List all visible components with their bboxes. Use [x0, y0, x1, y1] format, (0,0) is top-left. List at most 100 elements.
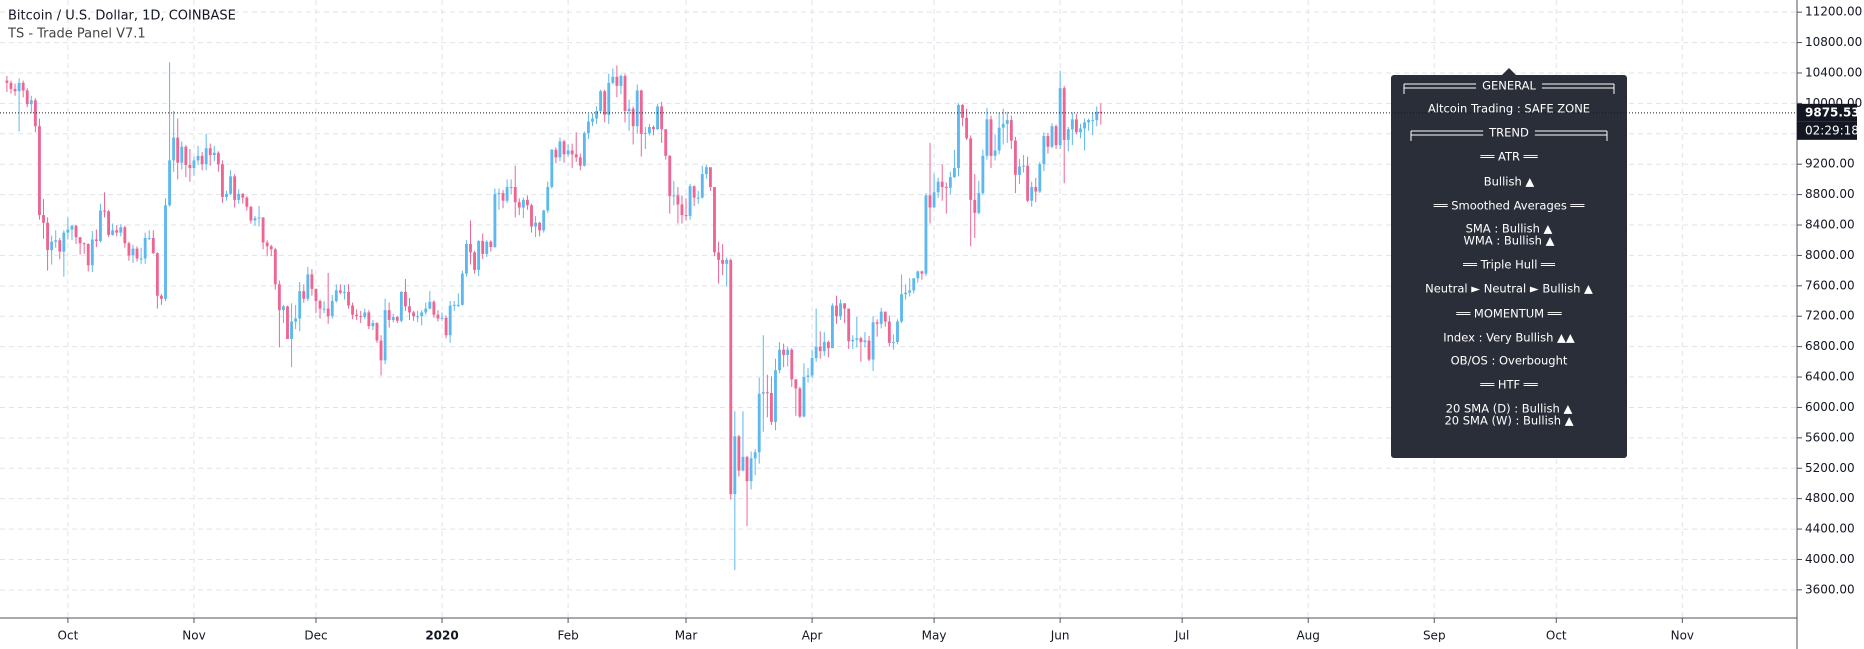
- candle-body: [948, 177, 952, 188]
- candle-body: [371, 323, 375, 327]
- candle-body: [542, 210, 546, 231]
- candle-body: [395, 316, 399, 321]
- candle-body: [460, 273, 464, 305]
- candle-body: [180, 146, 184, 163]
- candle-body: [436, 314, 440, 319]
- candle-body: [562, 141, 566, 155]
- candle-body: [188, 164, 192, 168]
- x-tick-label: Oct: [58, 629, 79, 643]
- candle-body: [530, 205, 533, 227]
- candle-body: [314, 288, 318, 302]
- candle-body: [383, 310, 387, 361]
- candle-body: [1066, 129, 1070, 140]
- candle-body: [66, 229, 70, 233]
- candle-body: [859, 338, 863, 343]
- y-tick-label: 10800.00: [1805, 35, 1862, 49]
- candle-body: [676, 195, 680, 205]
- candle-body: [322, 308, 326, 310]
- candle-body: [505, 186, 509, 201]
- candle-body: [343, 291, 346, 293]
- candle-body: [855, 338, 859, 340]
- candle-body: [830, 305, 834, 349]
- y-tick-label: 8000.00: [1805, 248, 1855, 262]
- candle-body: [526, 199, 529, 206]
- candle-body: [62, 232, 66, 252]
- candle-body: [444, 317, 448, 336]
- candle-body: [440, 317, 444, 319]
- candle-body: [985, 119, 989, 156]
- candle-body: [225, 193, 228, 197]
- candle-body: [619, 76, 623, 86]
- y-tick-label: 4400.00: [1805, 522, 1855, 536]
- candle-body: [78, 237, 82, 244]
- y-tick-label: 6400.00: [1805, 370, 1855, 384]
- candle-body: [737, 436, 741, 471]
- candle-body: [338, 290, 342, 293]
- candle-body: [896, 321, 899, 343]
- candle-body: [1042, 136, 1046, 165]
- candle-body: [928, 195, 932, 208]
- candle-body: [139, 258, 143, 260]
- candle-body: [123, 227, 127, 244]
- candle-body: [355, 314, 359, 317]
- x-tick-label: Oct: [1546, 629, 1567, 643]
- candle-body: [363, 312, 367, 317]
- candle-body: [835, 305, 838, 317]
- candle-body: [965, 117, 969, 139]
- candle-body: [200, 155, 204, 165]
- candle-body: [765, 392, 769, 394]
- candle-body: [82, 243, 86, 245]
- chart-title: Bitcoin / U.S. Dollar, 1D, COINBASE: [8, 9, 236, 24]
- x-tick-label: Feb: [557, 629, 578, 643]
- panel-row: ══ HTF ══: [1479, 378, 1538, 392]
- candle-body: [1026, 165, 1030, 201]
- candle-body: [851, 339, 855, 342]
- candle-body: [704, 167, 708, 175]
- y-tick-label: 5200.00: [1805, 461, 1855, 475]
- panel-row: ══ Triple Hull ══: [1462, 258, 1556, 272]
- candle-body: [863, 340, 867, 343]
- candle-body: [103, 210, 106, 212]
- candle-body: [172, 137, 176, 161]
- candle-body: [839, 303, 842, 317]
- candle-body: [86, 244, 90, 266]
- candle-body: [375, 323, 379, 341]
- candle-body: [196, 155, 200, 161]
- y-tick-label: 8800.00: [1805, 187, 1855, 201]
- candles: [5, 62, 1103, 571]
- candle-body: [1034, 186, 1038, 192]
- candle-body: [351, 305, 354, 315]
- candle-body: [717, 252, 720, 260]
- candle-body: [469, 244, 472, 253]
- x-tick-label: Nov: [182, 629, 205, 643]
- candle-body: [33, 100, 37, 127]
- candle-body: [131, 248, 135, 256]
- candle-body: [778, 349, 781, 371]
- panel-row: ══ Smoothed Averages ══: [1433, 199, 1586, 213]
- candle-body: [5, 80, 9, 83]
- candle-body: [745, 456, 749, 482]
- candle-body: [1070, 119, 1074, 130]
- y-tick-label: 3600.00: [1805, 582, 1855, 596]
- candle-body: [1087, 120, 1091, 123]
- candle-body: [932, 192, 936, 208]
- x-tick-label: Dec: [304, 629, 327, 643]
- candle-body: [1046, 136, 1050, 147]
- candle-body: [221, 164, 224, 197]
- candle-body: [13, 88, 17, 92]
- candle-body: [1022, 165, 1025, 167]
- candle-body: [521, 199, 525, 208]
- candle-body: [961, 104, 964, 118]
- candle-body: [1030, 186, 1034, 201]
- candle-body: [509, 186, 513, 188]
- candle-body: [456, 304, 460, 306]
- panel-row: Bullish ▲: [1484, 175, 1535, 189]
- candle-body: [424, 308, 428, 313]
- candle-body: [115, 230, 119, 233]
- candle-body: [635, 90, 639, 127]
- y-tick-label: 4000.00: [1805, 552, 1855, 566]
- candle-body: [497, 193, 501, 195]
- candle-body: [652, 126, 655, 130]
